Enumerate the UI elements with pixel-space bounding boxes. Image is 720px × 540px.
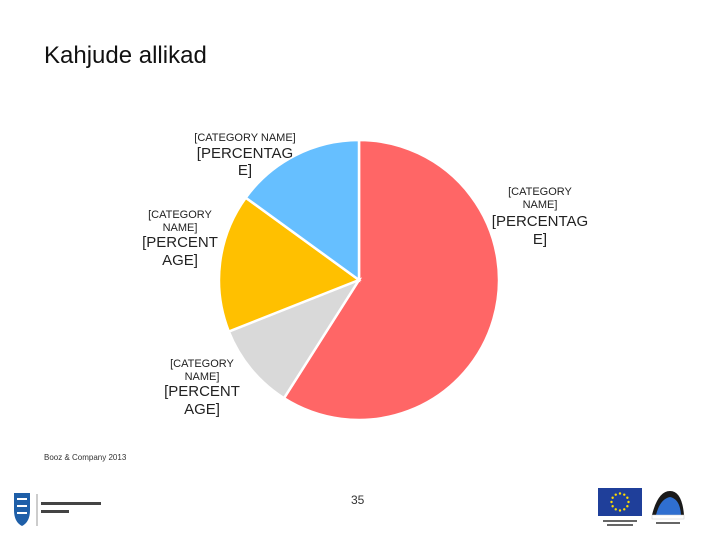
estonia-emblem-logo: [648, 487, 688, 532]
eu-star: [618, 509, 622, 512]
page-number: 35: [351, 493, 365, 507]
estonia-arms-icon: [14, 493, 101, 526]
eu-star: [614, 493, 617, 496]
eu-star: [626, 496, 629, 499]
label-gray-category: [CATEGORY NAME]: [170, 358, 234, 383]
eu-flag-icon: [598, 488, 642, 526]
estonia-emblem-icon: [651, 491, 685, 524]
label-gray-percentage: [PERCENT AGE]: [164, 383, 240, 418]
label-yellow-percentage: [PERCENT AGE]: [142, 234, 218, 269]
eu-star: [614, 508, 617, 511]
eu-star: [626, 505, 629, 508]
label-yellow-slice: [CATEGORY NAME] [PERCENT AGE]: [130, 209, 230, 269]
eu-star: [618, 492, 622, 495]
eu-star: [611, 505, 614, 508]
label-red-category: [CATEGORY NAME]: [508, 186, 572, 211]
slice-red: [282, 138, 501, 422]
eu-flag-logo: [597, 487, 645, 532]
eu-star: [627, 500, 630, 504]
slice-blue: [243, 138, 361, 283]
eu-star: [623, 493, 626, 496]
label-red-slice: [CATEGORY NAME] [PERCENTAG E]: [490, 186, 590, 248]
label-gray-slice: [CATEGORY NAME] [PERCENT AGE]: [152, 358, 252, 418]
source-note: Booz & Company 2013: [44, 453, 127, 462]
label-red-percentage: [PERCENTAG E]: [491, 213, 589, 248]
eu-star: [610, 500, 613, 504]
estonia-arms-logo: [10, 490, 130, 535]
label-yellow-category: [CATEGORY NAME]: [148, 209, 212, 234]
eu-star: [623, 508, 626, 511]
eu-star: [611, 496, 614, 499]
label-blue-category: [CATEGORY NAME]: [194, 132, 296, 144]
label-blue-slice: [CATEGORY NAME] [PERCENTAG E]: [180, 132, 310, 179]
slide-title: Kahjude allikad: [44, 42, 207, 69]
slice-gray: [227, 277, 363, 400]
label-blue-percentage: [PERCENTAG E]: [196, 144, 294, 179]
slice-yellow: [217, 195, 362, 334]
